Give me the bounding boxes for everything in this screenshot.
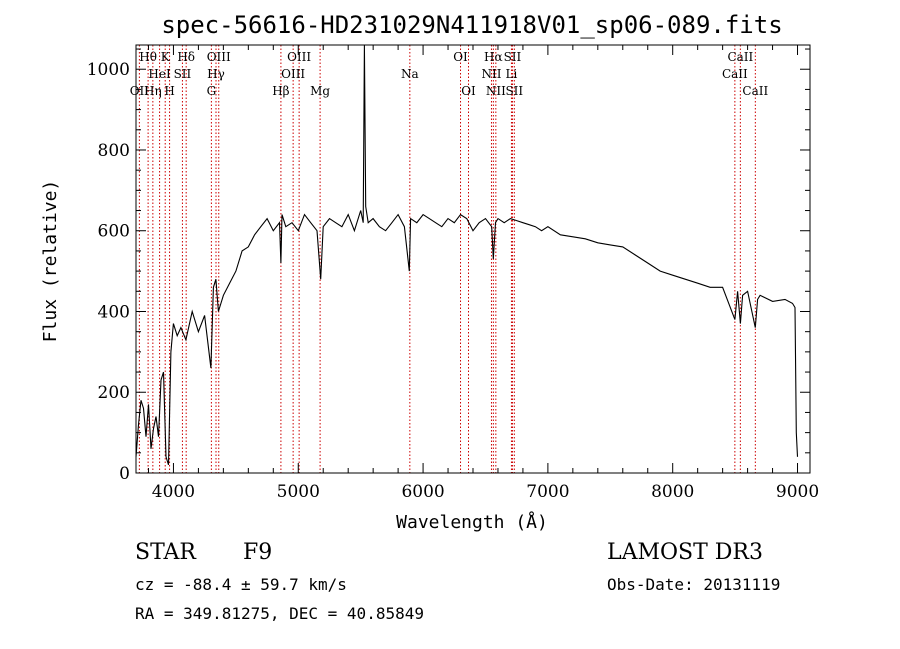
line-label-10: OIII — [207, 50, 231, 64]
line-label-21: SII — [504, 50, 522, 64]
line-label-2: Hη — [144, 84, 162, 98]
line-label-1: Hθ — [139, 50, 157, 64]
chart-title: spec-56616-HD231029N411918V01_sp06-089.f… — [161, 11, 782, 39]
x-tick-label-8000: 8000 — [651, 482, 694, 502]
spectrum-series-line — [135, 44, 799, 466]
x-tick-label-5000: 5000 — [277, 482, 320, 502]
line-label-4: K — [161, 50, 171, 64]
line-label-7: Hδ — [177, 50, 195, 64]
line-label-17: OI — [461, 84, 476, 98]
y-axis-label: Flux (relative) — [40, 180, 61, 343]
line-label-12: OIII — [281, 67, 305, 81]
line-label-8: G — [207, 84, 217, 98]
line-label-26: CaII — [742, 84, 768, 98]
line-label-22: Li — [506, 67, 518, 81]
x-axis-label: Wavelength (Å) — [396, 511, 548, 533]
x-tick-label-4000: 4000 — [152, 482, 195, 502]
line-label-9: Hγ — [207, 67, 225, 81]
line-label-18: NII — [481, 67, 501, 81]
line-label-23: SII — [505, 84, 523, 98]
plot-frame — [135, 44, 811, 474]
spectral-line-markers — [138, 45, 756, 473]
redshift-cz: cz = -88.4 ± 59.7 km/s — [135, 575, 347, 594]
line-label-25: CaII — [727, 50, 753, 64]
line-label-0: OII — [130, 84, 150, 98]
line-label-13: OIII — [287, 50, 311, 64]
axis-ticks: 4000 5000 6000 7000 8000 9000 0 200 400 600 800 100… — [87, 45, 819, 502]
x-tick-label-7000: 7000 — [526, 482, 569, 502]
line-label-16: OI — [453, 50, 468, 64]
line-label-11: Hβ — [272, 84, 289, 98]
y-tick-label-200: 200 — [98, 383, 130, 403]
y-tick-label-400: 400 — [98, 302, 130, 322]
line-label-3: HeI — [148, 67, 171, 81]
line-label-15: Na — [401, 67, 419, 81]
object-subclass: F9 — [243, 540, 273, 565]
y-tick-label-600: 600 — [98, 222, 130, 242]
x-tick-label-9000: 9000 — [776, 482, 819, 502]
y-tick-label-800: 800 — [98, 141, 130, 161]
line-label-6: SII — [174, 67, 192, 81]
y-tick-label-1000: 1000 — [87, 60, 130, 80]
line-label-14: Mg — [310, 84, 330, 98]
line-label-19: Hα — [484, 50, 503, 64]
object-class: STAR — [135, 540, 196, 565]
spectral-line-labels: OIIHθHηHeIKHSIIHδGHγOIIIHβOIIIOIIIMgNaOI… — [130, 50, 769, 98]
survey-name: LAMOST DR3 — [607, 540, 763, 565]
line-label-24: CaII — [722, 67, 748, 81]
line-label-20: NII — [486, 84, 506, 98]
line-label-5: H — [164, 84, 174, 98]
y-tick-label-0: 0 — [119, 464, 130, 484]
coordinates: RA = 349.81275, DEC = 40.85849 — [135, 604, 424, 623]
x-tick-label-6000: 6000 — [401, 482, 444, 502]
observation-date: Obs-Date: 20131119 — [607, 575, 781, 594]
